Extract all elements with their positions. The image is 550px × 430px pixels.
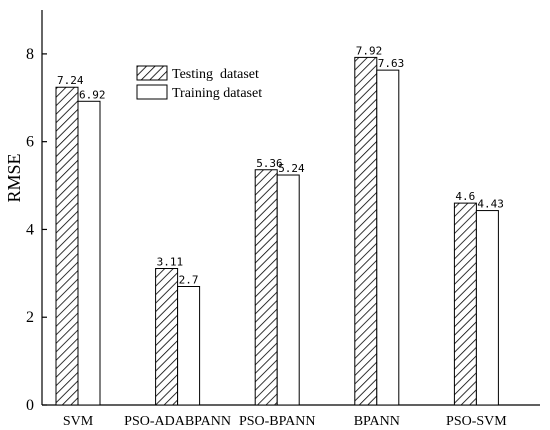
category-label: PSO-SVM — [446, 414, 507, 429]
category-label: PSO-ADABPANN — [124, 414, 231, 429]
data-label: 2.7 — [179, 274, 199, 287]
bar-testing — [354, 56, 378, 406]
bar-training — [475, 210, 499, 406]
legend: Testing dataset Training dataset — [136, 65, 262, 101]
data-label: 5.24 — [278, 162, 305, 175]
bar-testing — [155, 268, 179, 406]
bar-testing — [55, 86, 79, 406]
y-tick-label: 4 — [26, 221, 34, 238]
bar-testing — [453, 202, 477, 406]
bar-training — [77, 100, 101, 406]
data-label: 5.36 — [256, 157, 283, 170]
bar-testing — [254, 169, 278, 406]
bars — [55, 56, 499, 406]
y-tick-label: 2 — [26, 309, 34, 326]
category-labels: SVM PSO-ADABPANN PSO-BPANN BPANN PSO-SVM — [63, 414, 507, 429]
y-ticks: 0 2 4 6 8 — [26, 46, 47, 414]
bar-training — [276, 174, 300, 406]
legend-swatch-training — [136, 84, 168, 100]
bar-training — [376, 69, 400, 406]
data-label: 3.11 — [157, 256, 184, 269]
category-label: PSO-BPANN — [239, 414, 316, 429]
y-tick-label: 0 — [26, 397, 34, 414]
data-label: 4.6 — [455, 190, 475, 203]
y-tick-label: 6 — [26, 134, 34, 151]
bar-training — [177, 286, 201, 406]
data-label: 7.24 — [57, 74, 84, 87]
data-label: 6.92 — [79, 88, 106, 101]
category-label: SVM — [63, 414, 94, 429]
y-tick-label: 8 — [26, 46, 34, 63]
legend-label-testing: Testing dataset — [172, 67, 259, 82]
y-axis-title: RMSE — [4, 153, 24, 202]
data-label: 7.92 — [356, 44, 383, 57]
data-labels: 7.246.92 3.11 2.7 5.365.24 7.927.63 4.64.43 — [57, 44, 504, 286]
category-label: BPANN — [354, 414, 400, 429]
data-label: 7.63 — [378, 57, 405, 70]
data-label: 4.43 — [477, 198, 504, 211]
legend-swatch-testing — [136, 65, 168, 81]
legend-label-training: Training dataset — [172, 86, 262, 101]
